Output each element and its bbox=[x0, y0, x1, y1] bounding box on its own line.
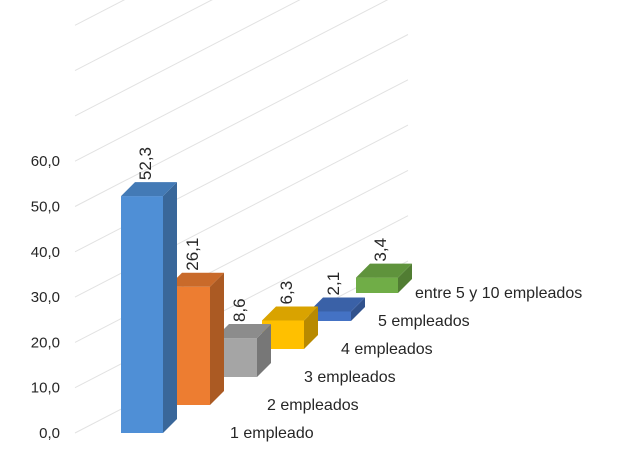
y-tick-label: 0,0 bbox=[39, 425, 60, 442]
bar-side bbox=[398, 263, 412, 293]
bar-top bbox=[262, 306, 318, 321]
data-label: 26,1 bbox=[183, 238, 202, 271]
bar-top bbox=[356, 263, 412, 278]
y-tick-label: 20,0 bbox=[31, 334, 60, 351]
data-label: 3,4 bbox=[371, 238, 390, 262]
bar-side bbox=[351, 297, 365, 321]
bar-4: 6,3 bbox=[262, 281, 318, 349]
y-tick-label: 60,0 bbox=[31, 153, 60, 170]
y-tick-label: 30,0 bbox=[31, 289, 60, 306]
bar-6: 3,4 bbox=[356, 238, 412, 293]
y-tick-label: 10,0 bbox=[31, 380, 60, 397]
y-axis-ticks: 0,0 10,0 20,0 30,0 40,0 50,0 60,0 bbox=[31, 153, 60, 442]
bar-front bbox=[121, 196, 163, 433]
gridline bbox=[74, 34, 409, 207]
bar-side bbox=[210, 272, 224, 405]
y-tick-label: 40,0 bbox=[31, 244, 60, 261]
bar-front bbox=[309, 311, 351, 321]
data-label: 6,3 bbox=[277, 281, 296, 305]
category-label: 1 empleado bbox=[230, 425, 314, 442]
category-label: 5 empleados bbox=[378, 313, 470, 330]
bars: 3,4 2,1 6,3 8,6 26,1 52,3 bbox=[121, 147, 412, 433]
bar-top bbox=[309, 297, 365, 312]
bar-side bbox=[257, 324, 271, 377]
gridline bbox=[74, 0, 301, 117]
category-label: 2 empleados bbox=[267, 397, 359, 414]
data-label: 8,6 bbox=[230, 298, 249, 322]
bar-side bbox=[163, 182, 177, 433]
category-label: 3 empleados bbox=[304, 369, 396, 386]
gridline bbox=[74, 0, 389, 162]
category-labels: 1 empleado 2 empleados 3 empleados 4 emplea… bbox=[230, 285, 582, 442]
category-label: entre 5 y 10 empleados bbox=[415, 285, 582, 302]
bar-1: 52,3 bbox=[121, 147, 177, 433]
bar-top bbox=[168, 272, 224, 287]
bar-front bbox=[356, 277, 398, 293]
bar-top bbox=[215, 324, 271, 339]
gridline bbox=[74, 0, 213, 72]
bar-5: 2,1 bbox=[309, 272, 365, 321]
y-tick-label: 50,0 bbox=[31, 199, 60, 216]
data-label: 52,3 bbox=[136, 147, 155, 180]
bar-side bbox=[304, 306, 318, 349]
data-label: 2,1 bbox=[324, 272, 343, 296]
bar-top bbox=[121, 182, 177, 197]
gridline bbox=[74, 0, 126, 26]
category-label: 4 empleados bbox=[341, 341, 433, 358]
